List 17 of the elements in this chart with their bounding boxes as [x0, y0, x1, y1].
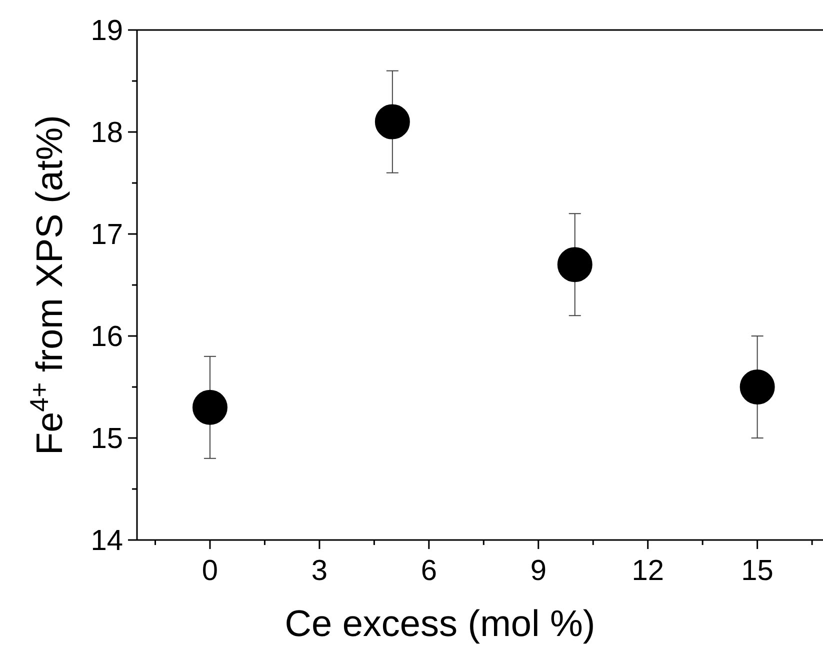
x-tick-label: 6 — [420, 555, 437, 587]
y-tick-label: 18 — [90, 117, 123, 150]
point — [557, 247, 592, 282]
y-tick-label: 17 — [90, 219, 123, 252]
x-tick-label: 12 — [632, 555, 664, 587]
y-tick-label: 15 — [90, 423, 123, 456]
point — [740, 370, 775, 404]
x-tick-label: 3 — [311, 555, 328, 587]
y-tick-label: 19 — [90, 15, 123, 48]
x-tick-label: 15 — [741, 555, 774, 587]
point — [374, 104, 410, 140]
point — [192, 390, 228, 425]
x-axis-title: Ce excess (mol %) — [284, 603, 596, 644]
y-tick-label: 16 — [90, 321, 123, 354]
x-tick-label: 9 — [530, 555, 546, 587]
y-tick-label: 14 — [90, 525, 123, 558]
x-tick-label: 0 — [202, 555, 218, 587]
